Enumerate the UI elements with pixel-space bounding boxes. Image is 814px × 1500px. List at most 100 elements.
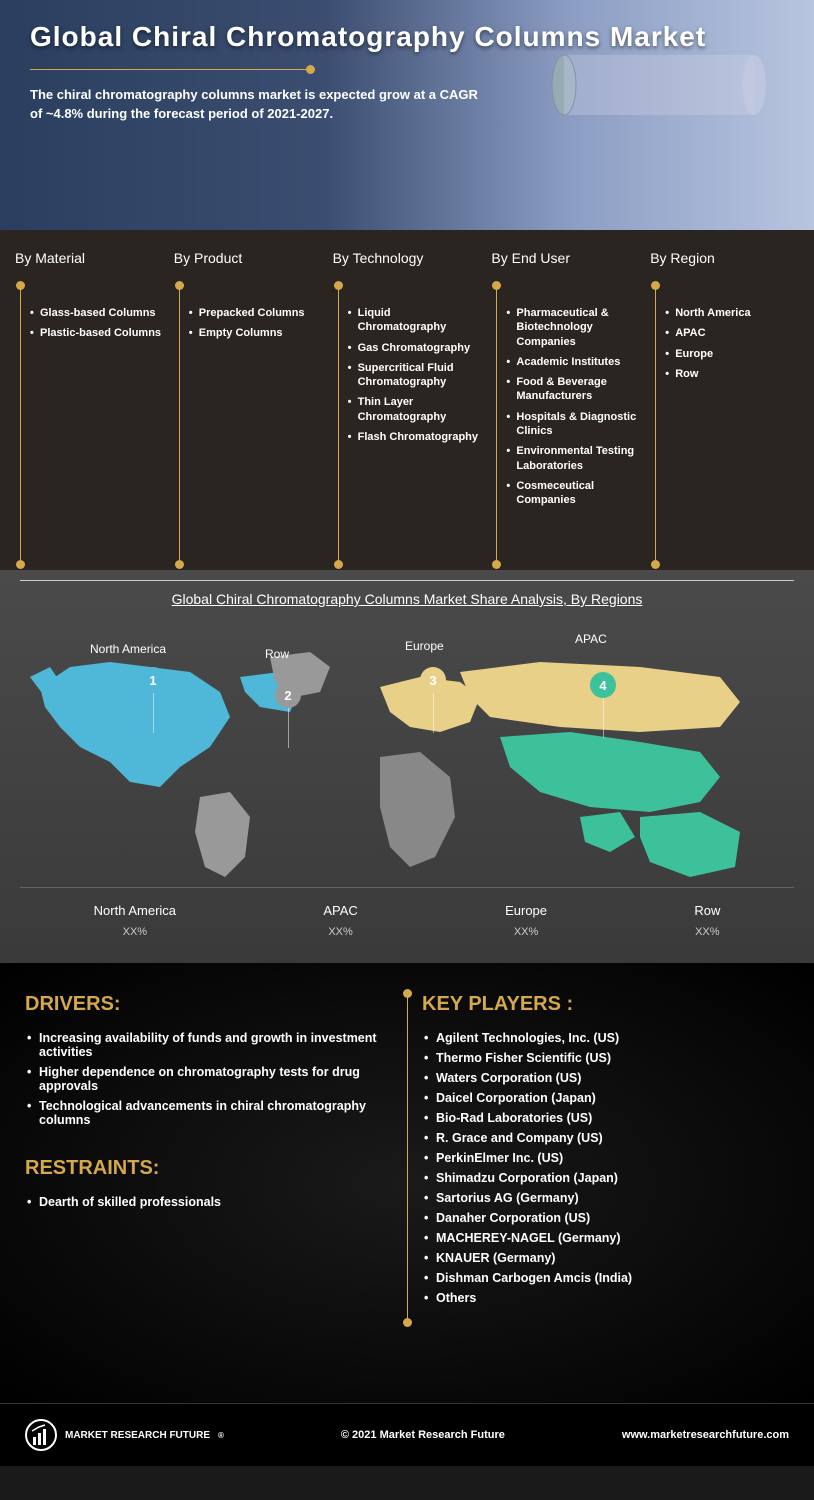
list-item: Increasing availability of funds and gro… [25, 1031, 392, 1059]
region-pin: 4 [590, 672, 616, 698]
segment-column: By Technology Liquid Chromatography Gas Ch… [333, 250, 482, 550]
map-title: Global Chiral Chromatography Columns Mar… [20, 591, 794, 607]
map-svg [20, 617, 794, 887]
list-item: Sartorius AG (Germany) [422, 1191, 789, 1205]
trademark: ® [218, 1431, 224, 1440]
key-players-column: KEY PLAYERS : Agilent Technologies, Inc.… [422, 993, 789, 1373]
segment-item: Liquid Chromatography [348, 306, 482, 335]
drivers-heading: DRIVERS: [25, 993, 392, 1016]
segment-title: By Product [174, 250, 323, 266]
segment-divider [496, 285, 497, 565]
drivers-restraints-column: DRIVERS: Increasing availability of fund… [25, 993, 392, 1373]
segment-column: By Material Glass-based ColumnsPlastic-ba… [15, 250, 164, 550]
stat-name: North America [94, 903, 176, 918]
segment-item: Food & Beverage Manufacturers [506, 375, 640, 404]
region-label: North America [90, 642, 166, 656]
segment-item: Plastic-based Columns [30, 326, 164, 340]
drivers-block: DRIVERS: Increasing availability of fund… [25, 993, 392, 1127]
list-item: Dearth of skilled professionals [25, 1195, 392, 1209]
segments-section: By Material Glass-based ColumnsPlastic-ba… [0, 230, 814, 570]
segment-item: Academic Institutes [506, 355, 640, 369]
segment-title: By Material [15, 250, 164, 266]
hero-subtitle: The chiral chromatography columns market… [30, 85, 480, 124]
region-label: APAC [575, 632, 607, 646]
list-item: Waters Corporation (US) [422, 1071, 789, 1085]
segment-list: Pharmaceutical & Biotechnology Companies… [491, 306, 640, 508]
region-label: Row [265, 647, 289, 661]
stat-name: Europe [505, 903, 547, 918]
segment-item: Cosmeceutical Companies [506, 479, 640, 508]
list-item: Danaher Corporation (US) [422, 1211, 789, 1225]
stat-item: APAC XX% [323, 903, 357, 938]
stat-value: XX% [323, 926, 357, 938]
segment-divider [179, 285, 180, 565]
list-item: Daicel Corporation (Japan) [422, 1091, 789, 1105]
column-illustration [534, 50, 784, 120]
key-players-heading: KEY PLAYERS : [422, 993, 789, 1016]
segment-divider [655, 285, 656, 565]
vertical-divider [407, 993, 408, 1323]
list-item: MACHEREY-NAGEL (Germany) [422, 1231, 789, 1245]
region-stats: North America XX% APAC XX% Europe XX% Row XX% [20, 887, 794, 943]
list-item: Thermo Fisher Scientific (US) [422, 1051, 789, 1065]
stat-item: North America XX% [94, 903, 176, 938]
segment-item: Supercritical Fluid Chromatography [348, 361, 482, 390]
segment-list: Prepacked Columns Empty Columns [174, 306, 323, 341]
list-item: Bio-Rad Laboratories (US) [422, 1111, 789, 1125]
copyright: © 2021 Market Research Future [341, 1429, 505, 1441]
stat-value: XX% [694, 926, 720, 938]
region-pin: 1 [140, 667, 166, 693]
stat-name: APAC [323, 903, 357, 918]
segment-item: APAC [665, 326, 799, 340]
segment-title: By Technology [333, 250, 482, 266]
list-item: Agilent Technologies, Inc. (US) [422, 1031, 789, 1045]
segment-item: Europe [665, 347, 799, 361]
stat-name: Row [694, 903, 720, 918]
segment-item: Gas Chromatography [348, 341, 482, 355]
segment-item: Flash Chromatography [348, 430, 482, 444]
list-item: R. Grace and Company (US) [422, 1131, 789, 1145]
segment-item: Prepacked Columns [189, 306, 323, 320]
segment-divider [338, 285, 339, 565]
restraints-list: Dearth of skilled professionals [25, 1195, 392, 1209]
logo: MARKET RESEARCH FUTURE ® [25, 1419, 224, 1451]
logo-text: MARKET RESEARCH FUTURE [65, 1430, 210, 1441]
stat-value: XX% [505, 926, 547, 938]
segment-list: North America APAC Europe Row [650, 306, 799, 381]
segment-item: Environmental Testing Laboratories [506, 444, 640, 473]
list-item: Shimadzu Corporation (Japan) [422, 1171, 789, 1185]
segment-item: Pharmaceutical & Biotechnology Companies [506, 306, 640, 349]
list-item: PerkinElmer Inc. (US) [422, 1151, 789, 1165]
segment-title: By Region [650, 250, 799, 266]
footer: MARKET RESEARCH FUTURE ® © 2021 Market R… [0, 1403, 814, 1466]
segment-title: By End User [491, 250, 640, 266]
segment-list: Liquid Chromatography Gas Chromatography S… [333, 306, 482, 444]
footer-url: www.marketresearchfuture.com [622, 1429, 789, 1441]
list-item: Others [422, 1291, 789, 1305]
page-title: Global Chiral Chromatography Columns Mar… [30, 20, 784, 54]
key-players-list: Agilent Technologies, Inc. (US) Thermo Fi… [422, 1031, 789, 1305]
segment-column: By End User Pharmaceutical & Biotechnolog… [491, 250, 640, 550]
restraints-block: RESTRAINTS: Dearth of skilled profession… [25, 1157, 392, 1209]
hero-section: Global Chiral Chromatography Columns Mar… [0, 0, 814, 230]
segment-divider [20, 285, 21, 565]
segment-item: Row [665, 367, 799, 381]
bottom-section: DRIVERS: Increasing availability of fund… [0, 963, 814, 1403]
map-section: Global Chiral Chromatography Columns Mar… [0, 570, 814, 963]
drivers-list: Increasing availability of funds and gro… [25, 1031, 392, 1127]
list-item: Dishman Carbogen Amcis (India) [422, 1271, 789, 1285]
region-label: Europe [405, 639, 444, 653]
segment-column: By Product Prepacked Columns Empty Columns [174, 250, 323, 550]
segment-item: Empty Columns [189, 326, 323, 340]
list-item: Technological advancements in chiral chr… [25, 1099, 392, 1127]
stat-value: XX% [94, 926, 176, 938]
logo-icon [25, 1419, 57, 1451]
stat-item: Europe XX% [505, 903, 547, 938]
segment-item: Thin Layer Chromatography [348, 395, 482, 424]
segment-list: Glass-based ColumnsPlastic-based Columns [15, 306, 164, 341]
title-divider [30, 69, 310, 70]
segment-item: North America [665, 306, 799, 320]
stat-item: Row XX% [694, 903, 720, 938]
world-map: North America1Row2Europe3APAC4 [20, 617, 794, 887]
list-item: Higher dependence on chromatography test… [25, 1065, 392, 1093]
